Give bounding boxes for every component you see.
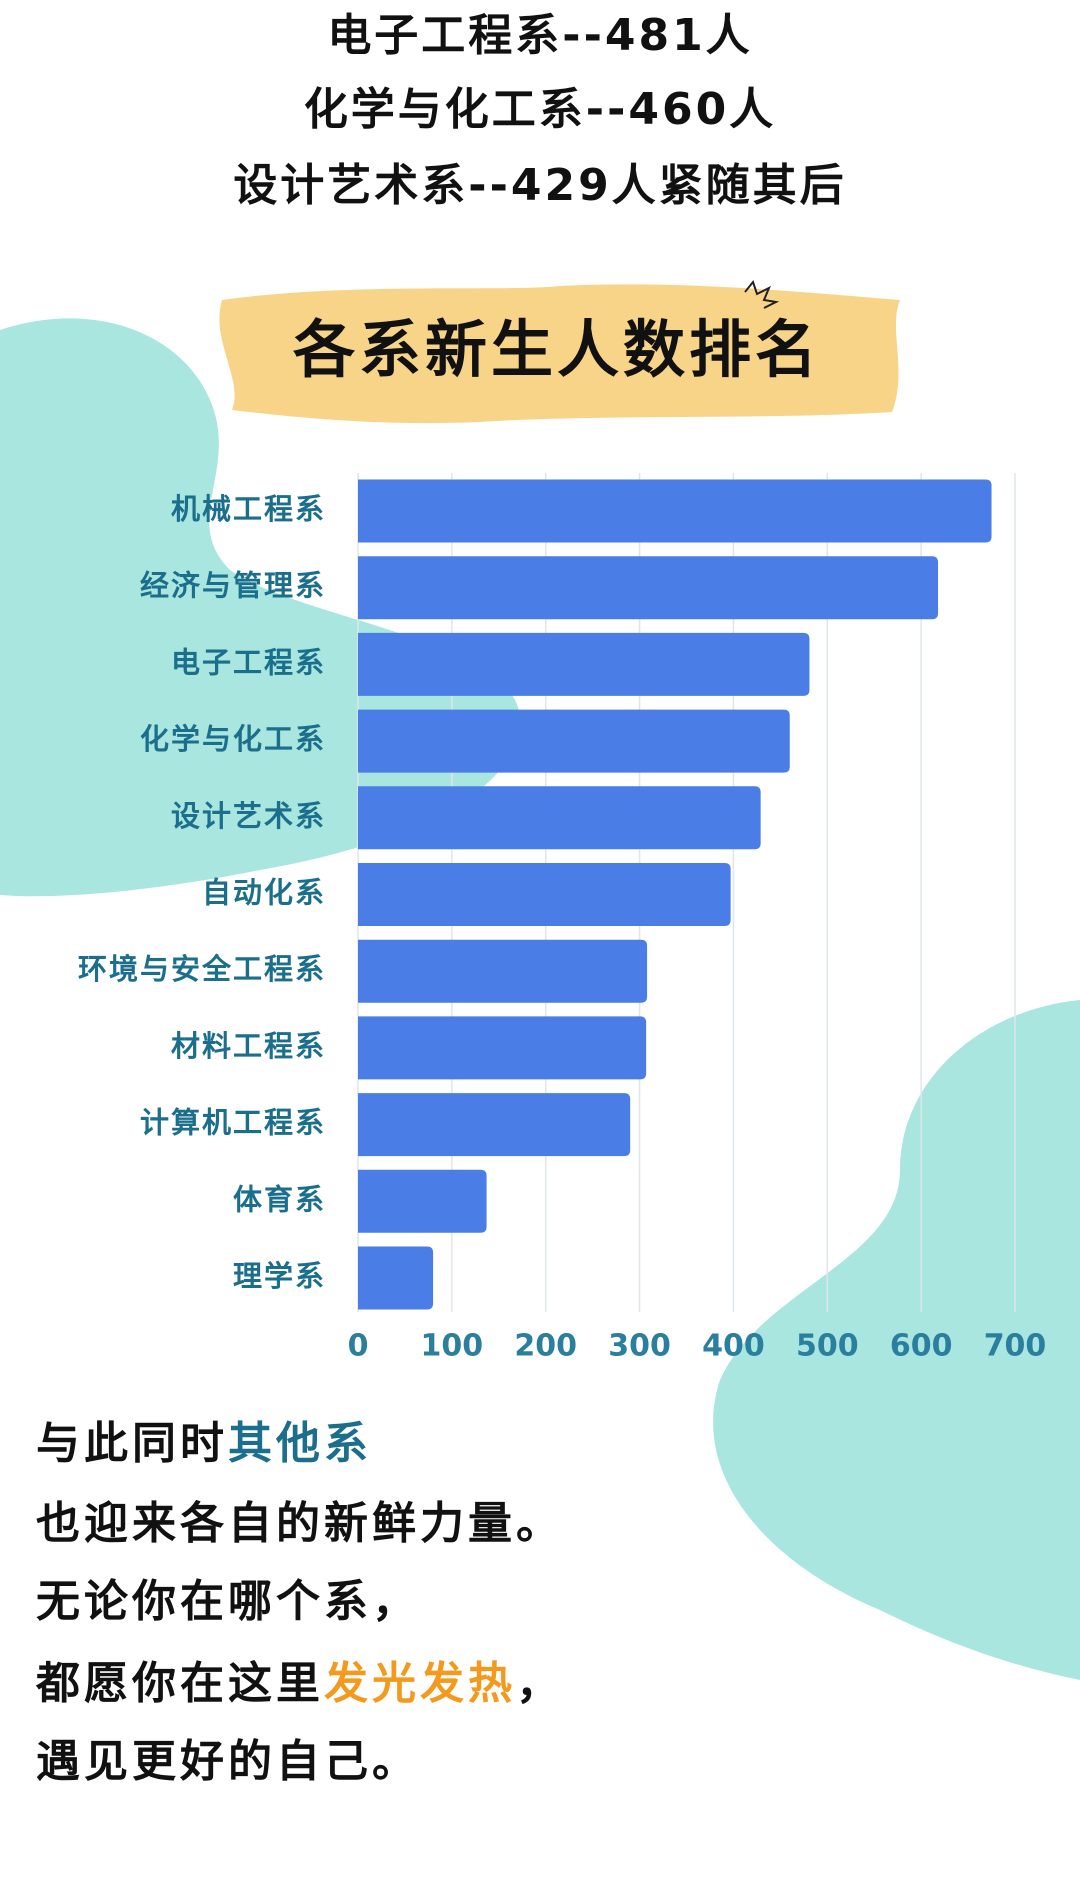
x-tick-label: 400 bbox=[702, 1329, 765, 1364]
bar bbox=[358, 479, 992, 543]
footer-line: 遇见更好的自己。 bbox=[36, 1736, 420, 1787]
x-tick-label: 0 bbox=[348, 1329, 369, 1364]
footer-text: 都愿你在这里 bbox=[35, 1658, 324, 1709]
y-tick-label: 机械工程系 bbox=[171, 492, 326, 526]
bar bbox=[358, 1169, 487, 1233]
header-line: 电子工程系--481人 bbox=[327, 10, 752, 61]
y-tick-label: 计算机工程系 bbox=[140, 1106, 326, 1140]
y-tick-label: 化学与化工系 bbox=[140, 722, 326, 756]
footer-line: 也迎来各自的新鲜力量。 bbox=[36, 1498, 564, 1549]
chart-title: 各系新生人数排名 bbox=[293, 313, 821, 386]
y-tick-label: 理学系 bbox=[233, 1259, 326, 1293]
bar bbox=[358, 1016, 647, 1080]
bar bbox=[358, 632, 810, 696]
footer-text: ， bbox=[516, 1658, 564, 1709]
footer-line: 无论你在哪个系， bbox=[36, 1576, 420, 1627]
footer-text: 无论你在哪个系， bbox=[36, 1576, 420, 1627]
footer-text: 与此同时 bbox=[36, 1418, 228, 1469]
x-tick-label: 700 bbox=[984, 1329, 1047, 1364]
footer-line: 都愿你在这里发光发热， bbox=[35, 1658, 564, 1709]
bar bbox=[358, 863, 731, 926]
y-tick-label: 自动化系 bbox=[202, 876, 326, 910]
bar bbox=[358, 1093, 631, 1157]
x-tick-label: 300 bbox=[608, 1329, 671, 1364]
y-tick-label: 经济与管理系 bbox=[140, 569, 326, 603]
x-tick-label: 100 bbox=[421, 1329, 484, 1364]
x-tick-label: 500 bbox=[796, 1329, 859, 1364]
background-blob bbox=[713, 1000, 1080, 1680]
sparkle bbox=[744, 279, 780, 309]
bar bbox=[358, 709, 790, 773]
bar bbox=[358, 556, 939, 620]
y-tick-label: 体育系 bbox=[233, 1182, 326, 1216]
footer-text: 其他系 bbox=[228, 1418, 372, 1469]
footer-line: 与此同时其他系 bbox=[36, 1418, 372, 1469]
bar bbox=[358, 939, 648, 1003]
x-tick-label: 200 bbox=[514, 1329, 577, 1364]
footer-text: 遇见更好的自己。 bbox=[36, 1736, 420, 1787]
y-tick-label: 电子工程系 bbox=[171, 645, 326, 679]
header-line: 化学与化工系--460人 bbox=[304, 84, 776, 135]
x-tick-label: 600 bbox=[890, 1329, 953, 1364]
footer-text: 发光发热 bbox=[324, 1658, 516, 1709]
header-line: 设计艺术系--429人紧随其后 bbox=[233, 160, 846, 211]
bar bbox=[358, 1246, 434, 1310]
y-tick-label: 环境与安全工程系 bbox=[78, 952, 326, 986]
y-tick-label: 设计艺术系 bbox=[171, 799, 326, 833]
bar bbox=[358, 786, 761, 850]
y-tick-label: 材料工程系 bbox=[171, 1029, 326, 1063]
footer-text: 也迎来各自的新鲜力量。 bbox=[36, 1498, 564, 1549]
title-banner bbox=[219, 284, 900, 424]
